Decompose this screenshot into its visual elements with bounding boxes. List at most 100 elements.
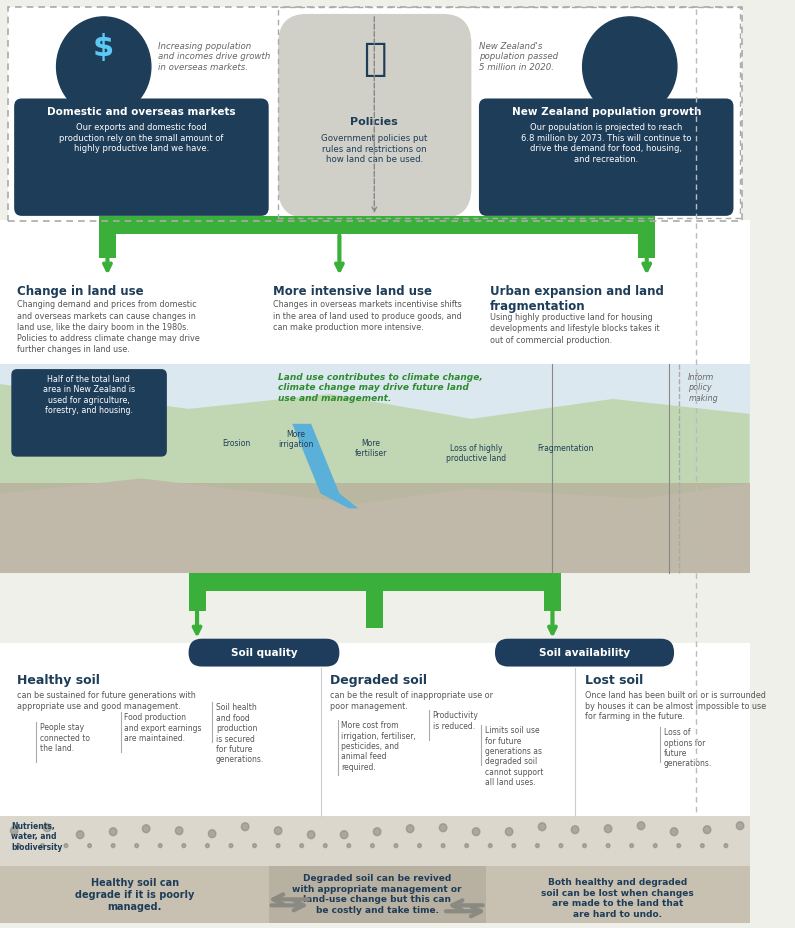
Text: $: $ [93,33,114,62]
Text: More cost from
irrigation, fertiliser,
pesticides, and
animal feed
required.: More cost from irrigation, fertiliser, p… [341,720,416,771]
Circle shape [370,844,374,847]
Text: 🇳🇿: 🇳🇿 [616,38,643,58]
Circle shape [677,844,681,847]
Text: Limits soil use
for future
generations as
degraded soil
cannot support
all land : Limits soil use for future generations a… [485,726,543,786]
Bar [486,866,750,928]
Text: Using highly productive land for housing
developments and lifestyle blocks takes: Using highly productive land for housing… [491,313,660,344]
Text: Policies: Policies [351,117,398,127]
Text: Once land has been built on or is surrounded
by houses it can be almost impossib: Once land has been built on or is surrou… [584,690,766,720]
Bar [99,216,655,235]
Text: Nutrients,
water, and
biodiversity: Nutrients, water, and biodiversity [11,821,63,851]
Circle shape [465,844,468,847]
Text: Government policies put
rules and restrictions on
how land can be used.: Government policies put rules and restri… [321,135,428,164]
Text: People stay
connected to
the land.: People stay connected to the land. [40,723,90,753]
Text: Soil availability: Soil availability [539,647,630,657]
FancyBboxPatch shape [188,639,339,667]
Bar [0,365,750,574]
Bar [0,816,750,866]
Bar [0,866,269,928]
Text: Land use contributes to climate change,
climate change may drive future land
use: Land use contributes to climate change, … [278,373,483,403]
FancyBboxPatch shape [14,99,269,216]
Circle shape [374,828,381,836]
Text: New Zealand population growth: New Zealand population growth [511,108,701,117]
Circle shape [559,844,563,847]
Bar [366,574,382,628]
Text: New Zealand's
population passed
5 million in 2020.: New Zealand's population passed 5 millio… [479,42,558,71]
Circle shape [135,844,138,847]
Circle shape [208,830,216,838]
FancyBboxPatch shape [278,15,471,219]
Bar [7,8,742,222]
Text: Changing demand and prices from domestic
and overseas markets can cause changes : Changing demand and prices from domestic… [17,300,200,354]
Polygon shape [0,479,750,574]
Circle shape [724,844,727,847]
Circle shape [630,844,634,847]
Circle shape [253,844,257,847]
Bar [0,866,750,928]
Bar [188,574,561,591]
Text: Increasing population
and incomes drive growth
in overseas markets.: Increasing population and incomes drive … [158,42,271,71]
Bar [544,574,561,612]
Circle shape [394,844,398,847]
Text: Changes in overseas markets incentivise shifts
in the area of land used to produ: Changes in overseas markets incentivise … [273,300,462,331]
Circle shape [158,844,162,847]
Text: Soil health
and food
production
is secured
for future
generations.: Soil health and food production is secur… [216,702,264,764]
FancyBboxPatch shape [495,639,674,667]
Text: Erosion: Erosion [222,439,250,447]
Polygon shape [293,424,359,509]
Circle shape [440,824,447,831]
Text: can be sustained for future generations with
appropriate use and good management: can be sustained for future generations … [17,690,196,710]
Circle shape [340,831,348,839]
Text: Our population is projected to reach
6.8 million by 2073. This will continue to
: Our population is projected to reach 6.8… [521,123,692,163]
Circle shape [347,844,351,847]
Circle shape [583,18,677,117]
Circle shape [704,826,711,833]
Circle shape [488,844,492,847]
Circle shape [572,826,579,833]
Text: Our exports and domestic food
production rely on the small amount of
highly prod: Our exports and domestic food production… [60,123,223,153]
Text: Loss of
options for
future
generations.: Loss of options for future generations. [664,728,712,767]
Circle shape [472,828,480,836]
Text: Healthy soil can
degrade if it is poorly
managed.: Healthy soil can degrade if it is poorly… [76,878,195,910]
Bar [0,643,750,816]
Circle shape [64,844,68,847]
Text: Fragmentation: Fragmentation [537,444,594,452]
Circle shape [736,822,744,830]
Text: More
irrigation: More irrigation [278,430,314,448]
Text: Loss of highly
productive land: Loss of highly productive land [446,444,506,462]
Circle shape [10,827,18,835]
Circle shape [44,824,51,831]
Text: can be the result of inappropriate use or
poor management.: can be the result of inappropriate use o… [330,690,493,710]
Polygon shape [0,384,750,574]
Text: Change in land use: Change in land use [17,284,144,297]
Circle shape [176,827,183,835]
Text: Both healthy and degraded
soil can be lost when changes
are made to the land tha: Both healthy and degraded soil can be lo… [541,878,694,918]
Circle shape [111,844,115,847]
Circle shape [110,828,117,836]
Bar [278,8,740,219]
Circle shape [182,844,186,847]
Text: 🏛: 🏛 [363,40,386,78]
Circle shape [406,825,414,832]
Bar [638,216,655,258]
Circle shape [142,825,150,832]
Text: Soil quality: Soil quality [231,647,297,657]
Circle shape [41,844,45,847]
Text: Domestic and overseas markets: Domestic and overseas markets [47,108,236,117]
Bar [188,574,206,612]
Circle shape [17,844,21,847]
Circle shape [506,828,513,836]
Circle shape [670,828,678,836]
Bar [0,221,750,365]
FancyBboxPatch shape [479,99,734,216]
Circle shape [607,844,610,847]
Text: Lost soil: Lost soil [584,673,643,686]
Text: Food production
and export earnings
are maintained.: Food production and export earnings are … [125,713,202,742]
Bar [99,216,116,258]
Circle shape [229,844,233,847]
Bar [0,484,750,574]
Text: More
fertiliser: More fertiliser [355,439,387,458]
Bar [331,216,348,235]
FancyBboxPatch shape [11,369,167,458]
Circle shape [700,844,704,847]
